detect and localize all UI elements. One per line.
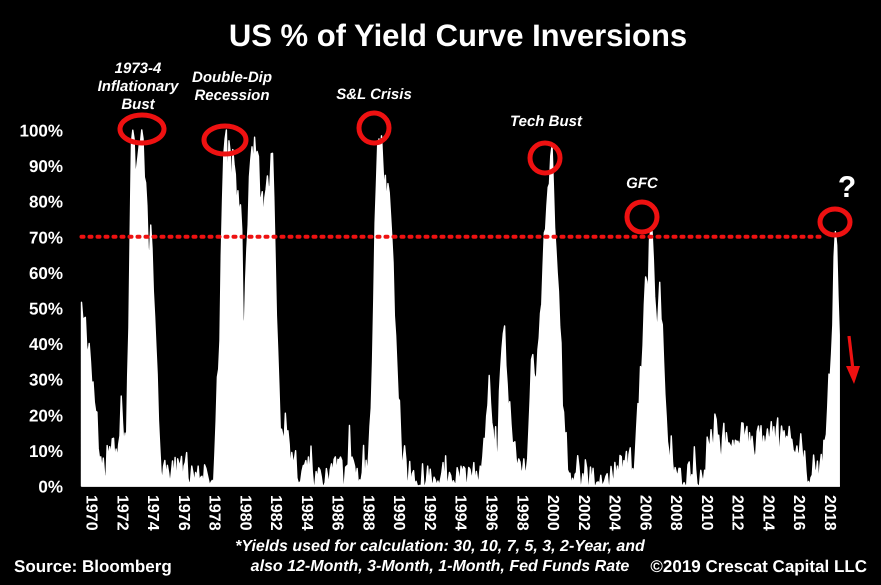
svg-text:GFC: GFC	[626, 175, 659, 192]
svg-text:2012: 2012	[729, 495, 746, 531]
svg-text:1994: 1994	[452, 495, 469, 531]
svg-text:©2019 Crescat Capital LLC: ©2019 Crescat Capital LLC	[650, 557, 867, 576]
svg-text:2016: 2016	[790, 495, 807, 531]
svg-text:2010: 2010	[698, 495, 715, 531]
svg-text:1986: 1986	[329, 495, 346, 531]
svg-text:Tech Bust: Tech Bust	[510, 113, 583, 130]
svg-text:1982: 1982	[267, 495, 284, 531]
svg-text:70%: 70%	[29, 228, 63, 247]
svg-text:1976: 1976	[175, 495, 192, 531]
svg-text:2008: 2008	[667, 495, 684, 531]
svg-text:1996: 1996	[483, 495, 500, 531]
svg-text:1973-4: 1973-4	[115, 60, 162, 77]
svg-text:1978: 1978	[206, 495, 223, 531]
svg-text:1970: 1970	[83, 495, 100, 531]
svg-text:100%: 100%	[20, 122, 63, 141]
svg-text:*Yields used for calculation:: *Yields used for calculation: 30, 10, 7,…	[235, 538, 646, 555]
svg-text:30%: 30%	[29, 371, 63, 390]
svg-text:20%: 20%	[29, 406, 63, 425]
svg-text:60%: 60%	[29, 264, 63, 283]
svg-text:?: ?	[838, 171, 856, 204]
svg-text:50%: 50%	[29, 300, 63, 319]
svg-text:0%: 0%	[38, 478, 63, 497]
svg-text:2002: 2002	[575, 495, 592, 531]
svg-text:1974: 1974	[144, 495, 161, 531]
svg-text:2000: 2000	[544, 495, 561, 531]
svg-text:2006: 2006	[636, 495, 653, 531]
svg-text:1990: 1990	[390, 495, 407, 531]
svg-text:1972: 1972	[113, 495, 130, 531]
svg-text:2004: 2004	[606, 495, 623, 531]
svg-text:1992: 1992	[421, 495, 438, 531]
svg-text:1984: 1984	[298, 495, 315, 531]
svg-text:also 12-Month, 3-Month, 1-Mont: also 12-Month, 3-Month, 1-Month, Fed Fun…	[251, 558, 630, 575]
svg-text:1988: 1988	[359, 495, 376, 531]
svg-text:Bust: Bust	[121, 96, 155, 113]
svg-text:Double-Dip: Double-Dip	[192, 69, 272, 86]
svg-text:40%: 40%	[29, 335, 63, 354]
svg-text:80%: 80%	[29, 193, 63, 212]
svg-text:US % of Yield Curve Inversions: US % of Yield Curve Inversions	[229, 18, 687, 53]
svg-text:2018: 2018	[821, 495, 838, 531]
svg-text:2014: 2014	[760, 495, 777, 531]
svg-text:Recession: Recession	[194, 87, 269, 104]
svg-text:1998: 1998	[513, 495, 530, 531]
svg-text:90%: 90%	[29, 157, 63, 176]
svg-text:Inflationary: Inflationary	[98, 78, 180, 95]
svg-text:S&L Crisis: S&L Crisis	[336, 86, 412, 103]
svg-text:10%: 10%	[29, 442, 63, 461]
svg-text:Source: Bloomberg: Source: Bloomberg	[14, 557, 172, 576]
svg-text:1980: 1980	[236, 495, 253, 531]
